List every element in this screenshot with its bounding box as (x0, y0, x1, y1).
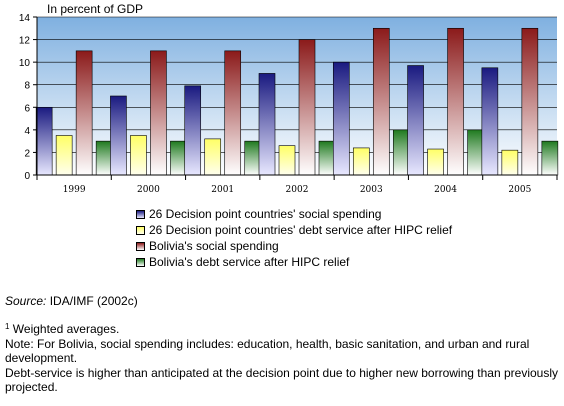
y-tick-label: 10 (19, 58, 31, 69)
bar-2004-series-1 (407, 65, 424, 176)
legend-swatch (136, 241, 145, 251)
bar-2000-series-3 (150, 50, 167, 176)
bar-2003-series-3 (372, 27, 390, 176)
bar-1999-series-2 (55, 135, 73, 176)
bar-2001-series-3 (224, 50, 242, 176)
legend-label: Bolivia's social spending (149, 239, 279, 253)
source-text: IDA/IMF (2002c) (46, 294, 138, 308)
bar-2002-series-3 (298, 39, 316, 176)
legend-item: Bolivia's debt service after HIPC relief (136, 254, 452, 270)
bar-1999-series-4 (95, 140, 113, 176)
bar-2002-series-1 (258, 73, 276, 176)
legend-item: 26 Decision point countries' social spen… (136, 206, 452, 222)
y-axis-label: In percent of GDP (47, 2, 143, 16)
legend-label: 26 Decision point countries' debt servic… (149, 223, 453, 237)
bar-2002-series-4 (318, 140, 336, 176)
legend-label: 26 Decision point countries' social spen… (149, 207, 382, 221)
notes: 1 Weighted averages. Note: For Bolivia, … (5, 322, 560, 395)
source-line: Source: IDA/IMF (2002c) (5, 294, 138, 308)
legend-swatch (136, 257, 145, 267)
bar-2001-series-4 (244, 140, 262, 176)
bar-2005-series-3 (521, 27, 539, 176)
bar-2004-series-4 (467, 129, 484, 176)
bar-2005-series-2 (501, 149, 519, 176)
y-tick-label: 14 (19, 13, 31, 24)
bar-2002-series-2 (278, 145, 296, 176)
bar-2004-series-2 (427, 148, 444, 176)
bar-2001-series-1 (184, 85, 202, 176)
y-tick-label: 4 (24, 126, 30, 137)
bars (35, 27, 559, 176)
bar-1999-series-1 (35, 106, 53, 176)
x-tick-label: 2000 (137, 185, 160, 195)
bar-2001-series-2 (204, 138, 222, 176)
bar-1999-series-3 (75, 50, 93, 176)
bar-2000-series-1 (110, 95, 127, 176)
y-tick-label: 12 (19, 36, 31, 47)
bar-2004-series-3 (447, 27, 464, 176)
source-label: Source: (5, 294, 47, 308)
bar-2003-series-4 (392, 129, 410, 176)
bar-2003-series-1 (332, 61, 350, 176)
x-tick-label: 2003 (360, 185, 383, 195)
bar-2000-series-4 (170, 140, 187, 176)
legend-swatch (136, 225, 145, 235)
note-debt-service: Debt-service is higher than anticipated … (5, 365, 558, 395)
y-tick-label: 2 (24, 148, 30, 159)
axes: 0 2 4 6 8 10 12 14 1999 2000 2001 2002 2003 2004 2005 (19, 13, 558, 195)
footnote: 1 Weighted averages. (5, 322, 560, 337)
x-tick-label: 2005 (508, 185, 531, 195)
footnote-mark: 1 (5, 322, 10, 331)
y-tick-label: 6 (24, 103, 30, 114)
bar-2003-series-2 (352, 147, 370, 176)
bar-2005-series-1 (481, 67, 499, 176)
bar-2005-series-4 (541, 140, 559, 176)
bar-2000-series-2 (130, 135, 147, 176)
x-tick-label: 2002 (286, 185, 309, 195)
footnote-text: Weighted averages. (9, 322, 120, 336)
y-tick-label: 0 (24, 171, 30, 182)
legend: 26 Decision point countries' social spen… (136, 206, 452, 270)
x-tick-label: 2004 (434, 185, 457, 195)
legend-label: Bolivia's debt service after HIPC relief (149, 255, 350, 269)
x-tick-label: 2001 (211, 185, 234, 195)
y-tick-label: 8 (24, 81, 30, 92)
note-social-spending: Note: For Bolivia, social spending inclu… (5, 336, 530, 366)
legend-item: Bolivia's social spending (136, 238, 452, 254)
legend-item: 26 Decision point countries' debt servic… (136, 222, 452, 238)
legend-swatch (136, 209, 145, 219)
x-tick-label: 1999 (63, 185, 86, 195)
